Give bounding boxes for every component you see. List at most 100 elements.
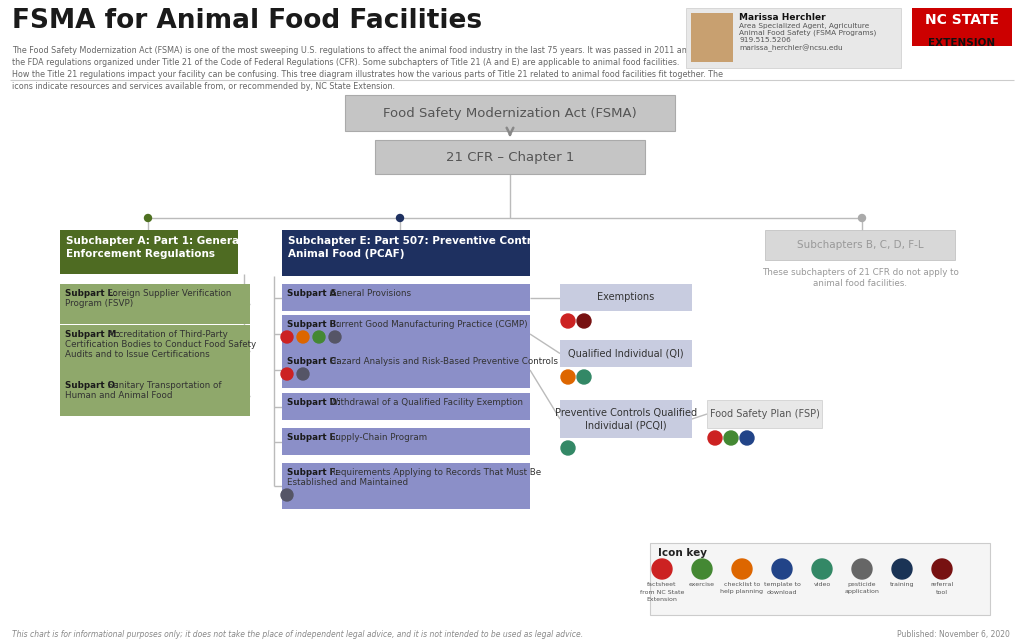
Bar bbox=[691, 13, 733, 62]
Text: FSMA for Animal Food Facilities: FSMA for Animal Food Facilities bbox=[12, 8, 482, 34]
Text: These subchapters of 21 CFR do not apply to
animal food facilities.: These subchapters of 21 CFR do not apply… bbox=[762, 268, 958, 288]
Text: download: download bbox=[767, 589, 798, 595]
Text: factsheet: factsheet bbox=[647, 582, 677, 587]
Circle shape bbox=[281, 368, 293, 380]
Bar bbox=[560, 400, 692, 438]
Circle shape bbox=[724, 431, 738, 445]
Text: Subpart D:: Subpart D: bbox=[287, 398, 341, 407]
Text: Program (FSVP): Program (FSVP) bbox=[65, 299, 133, 308]
Circle shape bbox=[732, 559, 752, 579]
Text: video: video bbox=[813, 582, 830, 587]
Bar bbox=[282, 352, 530, 388]
Circle shape bbox=[313, 331, 325, 343]
Text: Area Specialized Agent, Agriculture: Area Specialized Agent, Agriculture bbox=[739, 23, 869, 29]
Circle shape bbox=[892, 559, 912, 579]
Circle shape bbox=[561, 441, 575, 455]
Text: Preventive Controls Qualified
Individual (PCQI): Preventive Controls Qualified Individual… bbox=[555, 408, 697, 430]
Text: Icon key: Icon key bbox=[658, 548, 707, 558]
Text: Accreditation of Third-Party: Accreditation of Third-Party bbox=[105, 330, 227, 339]
Bar bbox=[375, 140, 645, 174]
Circle shape bbox=[281, 489, 293, 501]
Circle shape bbox=[577, 314, 591, 328]
Text: Subpart A:: Subpart A: bbox=[287, 289, 340, 298]
Text: template to: template to bbox=[764, 582, 801, 587]
Bar bbox=[282, 393, 530, 420]
Text: referral: referral bbox=[931, 582, 953, 587]
Circle shape bbox=[932, 559, 952, 579]
Text: Foreign Supplier Verification: Foreign Supplier Verification bbox=[105, 289, 231, 298]
Text: checklist to: checklist to bbox=[724, 582, 760, 587]
Text: General Provisions: General Provisions bbox=[327, 289, 411, 298]
Circle shape bbox=[281, 331, 293, 343]
Text: Subpart E:: Subpart E: bbox=[287, 433, 339, 442]
Text: Extension: Extension bbox=[646, 597, 678, 602]
Circle shape bbox=[144, 214, 152, 221]
Circle shape bbox=[396, 214, 403, 221]
Text: Subpart C:: Subpart C: bbox=[287, 357, 340, 366]
Text: Subpart L:: Subpart L: bbox=[65, 289, 117, 298]
Bar bbox=[282, 463, 530, 509]
Circle shape bbox=[329, 331, 341, 343]
Text: Marissa Herchler: Marissa Herchler bbox=[739, 13, 825, 22]
Text: Human and Animal Food: Human and Animal Food bbox=[65, 391, 172, 400]
Text: help planning: help planning bbox=[721, 589, 764, 595]
Bar bbox=[60, 376, 250, 416]
Text: Subpart B:: Subpart B: bbox=[287, 320, 340, 329]
Text: Requirements Applying to Records That Must Be: Requirements Applying to Records That Mu… bbox=[327, 468, 541, 477]
Bar bbox=[650, 543, 990, 615]
Text: Hazard Analysis and Risk-Based Preventive Controls: Hazard Analysis and Risk-Based Preventiv… bbox=[327, 357, 558, 366]
Bar bbox=[560, 284, 692, 311]
Circle shape bbox=[561, 370, 575, 384]
Circle shape bbox=[740, 431, 754, 445]
Circle shape bbox=[652, 559, 672, 579]
Text: Current Good Manufacturing Practice (CGMP): Current Good Manufacturing Practice (CGM… bbox=[327, 320, 527, 329]
Bar bbox=[765, 230, 955, 260]
Circle shape bbox=[852, 559, 872, 579]
Circle shape bbox=[708, 431, 722, 445]
Circle shape bbox=[577, 370, 591, 384]
Text: Published: November 6, 2020: Published: November 6, 2020 bbox=[897, 630, 1010, 639]
Bar bbox=[686, 8, 901, 68]
Bar bbox=[282, 230, 530, 276]
Text: from NC State: from NC State bbox=[640, 589, 684, 595]
Text: training: training bbox=[890, 582, 914, 587]
Bar bbox=[60, 284, 250, 324]
Text: Subchapter E: Part 507: Preventive Controls for
Animal Food (PCAF): Subchapter E: Part 507: Preventive Contr… bbox=[288, 236, 569, 259]
Text: Subchapter A: Part 1: General
Enforcement Regulations: Subchapter A: Part 1: General Enforcemen… bbox=[66, 236, 243, 259]
Text: marissa_herchler@ncsu.edu: marissa_herchler@ncsu.edu bbox=[739, 44, 843, 51]
Text: Subpart M:: Subpart M: bbox=[65, 330, 120, 339]
Text: Withdrawal of a Qualified Facility Exemption: Withdrawal of a Qualified Facility Exemp… bbox=[327, 398, 523, 407]
Circle shape bbox=[858, 214, 865, 221]
Bar bbox=[60, 230, 238, 274]
Text: NC STATE: NC STATE bbox=[925, 13, 999, 27]
Bar bbox=[912, 8, 1012, 46]
Text: 21 CFR – Chapter 1: 21 CFR – Chapter 1 bbox=[445, 150, 574, 163]
Text: The Food Safety Modernization Act (FSMA) is one of the most sweeping U.S. regula: The Food Safety Modernization Act (FSMA)… bbox=[12, 46, 723, 92]
Bar bbox=[345, 95, 675, 131]
Circle shape bbox=[772, 559, 792, 579]
Text: Established and Maintained: Established and Maintained bbox=[287, 478, 409, 487]
Text: EXTENSION: EXTENSION bbox=[929, 38, 995, 48]
Bar bbox=[60, 325, 250, 377]
Text: Subpart O:: Subpart O: bbox=[65, 381, 119, 390]
Text: Food Safety Plan (FSP): Food Safety Plan (FSP) bbox=[710, 409, 819, 419]
Bar bbox=[282, 284, 530, 311]
Text: 919.515.5206: 919.515.5206 bbox=[739, 37, 791, 43]
Circle shape bbox=[297, 368, 309, 380]
Text: exercise: exercise bbox=[689, 582, 715, 587]
Text: pesticide: pesticide bbox=[848, 582, 877, 587]
Text: Animal Food Safety (FSMA Programs): Animal Food Safety (FSMA Programs) bbox=[739, 30, 877, 36]
Text: tool: tool bbox=[936, 589, 948, 595]
Text: Sanitary Transportation of: Sanitary Transportation of bbox=[105, 381, 221, 390]
Circle shape bbox=[561, 314, 575, 328]
Text: Exemptions: Exemptions bbox=[597, 292, 654, 303]
Bar bbox=[560, 340, 692, 367]
Circle shape bbox=[812, 559, 831, 579]
Text: Subchapters B, C, D, F-L: Subchapters B, C, D, F-L bbox=[797, 240, 924, 250]
Text: This chart is for informational purposes only; it does not take the place of ind: This chart is for informational purposes… bbox=[12, 630, 583, 639]
Text: Certification Bodies to Conduct Food Safety: Certification Bodies to Conduct Food Saf… bbox=[65, 340, 256, 349]
Bar bbox=[282, 315, 530, 353]
Circle shape bbox=[692, 559, 712, 579]
Text: Food Safety Modernization Act (FSMA): Food Safety Modernization Act (FSMA) bbox=[383, 106, 637, 120]
Text: Audits and to Issue Certifications: Audits and to Issue Certifications bbox=[65, 350, 210, 359]
